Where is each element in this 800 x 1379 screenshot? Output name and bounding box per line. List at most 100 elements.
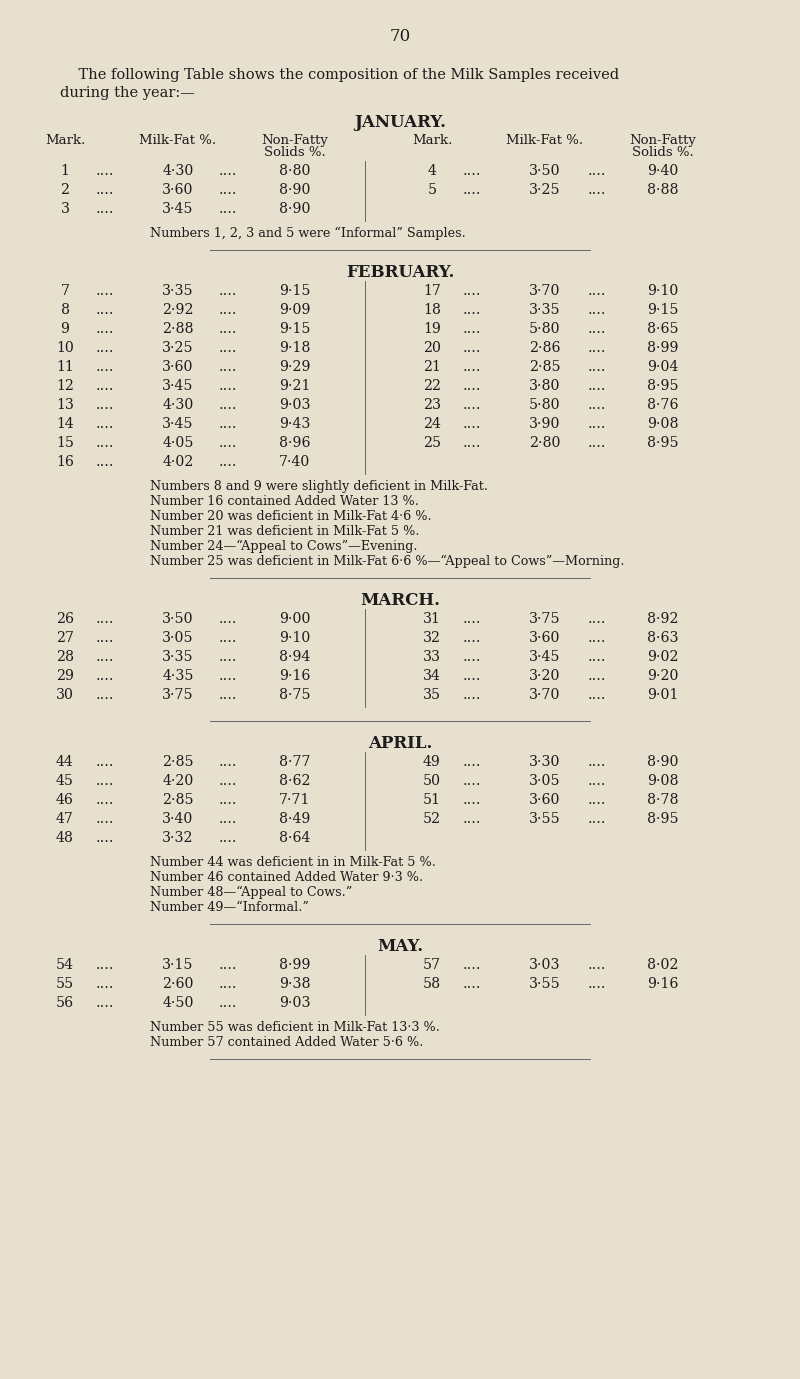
- Text: 3·45: 3·45: [162, 416, 194, 432]
- Text: 8·94: 8·94: [279, 650, 310, 665]
- Text: 14: 14: [56, 416, 74, 432]
- Text: ....: ....: [462, 688, 482, 702]
- Text: 21: 21: [423, 360, 441, 374]
- Text: ....: ....: [96, 303, 114, 317]
- Text: 50: 50: [423, 774, 441, 787]
- Text: 5: 5: [427, 183, 437, 197]
- Text: 9·01: 9·01: [647, 688, 678, 702]
- Text: 8·80: 8·80: [279, 164, 310, 178]
- Text: 2·60: 2·60: [162, 976, 194, 992]
- Text: 8·65: 8·65: [647, 323, 679, 336]
- Text: 8·95: 8·95: [647, 379, 679, 393]
- Text: 3·03: 3·03: [530, 958, 561, 972]
- Text: 4·30: 4·30: [162, 164, 194, 178]
- Text: 8·64: 8·64: [279, 832, 310, 845]
- Text: ....: ....: [218, 436, 238, 450]
- Text: 13: 13: [56, 399, 74, 412]
- Text: ....: ....: [96, 416, 114, 432]
- Text: 3·05: 3·05: [162, 632, 194, 645]
- Text: ....: ....: [218, 774, 238, 787]
- Text: 3·70: 3·70: [530, 284, 561, 298]
- Text: ....: ....: [218, 416, 238, 432]
- Text: ....: ....: [218, 754, 238, 769]
- Text: 15: 15: [56, 436, 74, 450]
- Text: 8·99: 8·99: [279, 958, 310, 972]
- Text: ....: ....: [588, 341, 606, 354]
- Text: 2·92: 2·92: [162, 303, 194, 317]
- Text: 35: 35: [423, 688, 441, 702]
- Text: ....: ....: [218, 303, 238, 317]
- Text: 55: 55: [56, 976, 74, 992]
- Text: ....: ....: [96, 688, 114, 702]
- Text: Non-Fatty: Non-Fatty: [262, 134, 329, 148]
- Text: ....: ....: [218, 976, 238, 992]
- Text: 46: 46: [56, 793, 74, 807]
- Text: 9·04: 9·04: [647, 360, 678, 374]
- Text: ....: ....: [462, 812, 482, 826]
- Text: ....: ....: [462, 303, 482, 317]
- Text: ....: ....: [218, 996, 238, 1009]
- Text: ....: ....: [96, 754, 114, 769]
- Text: 45: 45: [56, 774, 74, 787]
- Text: FEBRUARY.: FEBRUARY.: [346, 263, 454, 281]
- Text: 49: 49: [423, 754, 441, 769]
- Text: 3·35: 3·35: [162, 650, 194, 665]
- Text: 44: 44: [56, 754, 74, 769]
- Text: ....: ....: [588, 360, 606, 374]
- Text: ....: ....: [462, 164, 482, 178]
- Text: 29: 29: [56, 669, 74, 683]
- Text: 4·02: 4·02: [162, 455, 194, 469]
- Text: ....: ....: [218, 793, 238, 807]
- Text: ....: ....: [96, 976, 114, 992]
- Text: ....: ....: [218, 399, 238, 412]
- Text: ....: ....: [96, 379, 114, 393]
- Text: Number 20 was deficient in Milk-Fat 4·6 %.: Number 20 was deficient in Milk-Fat 4·6 …: [150, 510, 432, 523]
- Text: 3: 3: [61, 201, 70, 217]
- Text: 4·20: 4·20: [162, 774, 194, 787]
- Text: 8·90: 8·90: [647, 754, 678, 769]
- Text: Numbers 1, 2, 3 and 5 were “Informal” Samples.: Numbers 1, 2, 3 and 5 were “Informal” Sa…: [150, 228, 466, 240]
- Text: 3·50: 3·50: [529, 164, 561, 178]
- Text: ....: ....: [462, 632, 482, 645]
- Text: ....: ....: [588, 612, 606, 626]
- Text: Solids %.: Solids %.: [632, 146, 694, 159]
- Text: 9·16: 9·16: [279, 669, 310, 683]
- Text: 32: 32: [423, 632, 441, 645]
- Text: 8·92: 8·92: [647, 612, 678, 626]
- Text: 9·02: 9·02: [647, 650, 678, 665]
- Text: 27: 27: [56, 632, 74, 645]
- Text: APRIL.: APRIL.: [368, 735, 432, 752]
- Text: ....: ....: [96, 436, 114, 450]
- Text: ....: ....: [96, 958, 114, 972]
- Text: ....: ....: [462, 379, 482, 393]
- Text: 7: 7: [61, 284, 70, 298]
- Text: Numbers 8 and 9 were slightly deficient in Milk-Fat.: Numbers 8 and 9 were slightly deficient …: [150, 480, 488, 494]
- Text: 58: 58: [423, 976, 441, 992]
- Text: ....: ....: [588, 164, 606, 178]
- Text: 8·99: 8·99: [647, 341, 678, 354]
- Text: Number 46 contained Added Water 9·3 %.: Number 46 contained Added Water 9·3 %.: [150, 872, 423, 884]
- Text: 8·88: 8·88: [647, 183, 678, 197]
- Text: ....: ....: [96, 774, 114, 787]
- Text: 4·50: 4·50: [162, 996, 194, 1009]
- Text: 2: 2: [61, 183, 70, 197]
- Text: ....: ....: [588, 379, 606, 393]
- Text: ....: ....: [218, 612, 238, 626]
- Text: 2·80: 2·80: [530, 436, 561, 450]
- Text: 8·77: 8·77: [279, 754, 310, 769]
- Text: ....: ....: [96, 164, 114, 178]
- Text: ....: ....: [462, 976, 482, 992]
- Text: 23: 23: [423, 399, 441, 412]
- Text: ....: ....: [96, 341, 114, 354]
- Text: 8·76: 8·76: [647, 399, 678, 412]
- Text: ....: ....: [96, 201, 114, 217]
- Text: 4·30: 4·30: [162, 399, 194, 412]
- Text: 9·21: 9·21: [279, 379, 310, 393]
- Text: 8·95: 8·95: [647, 436, 679, 450]
- Text: ....: ....: [462, 399, 482, 412]
- Text: 70: 70: [390, 28, 410, 46]
- Text: 7·71: 7·71: [279, 793, 310, 807]
- Text: 3·75: 3·75: [529, 612, 561, 626]
- Text: 9·15: 9·15: [647, 303, 678, 317]
- Text: 3·60: 3·60: [162, 183, 194, 197]
